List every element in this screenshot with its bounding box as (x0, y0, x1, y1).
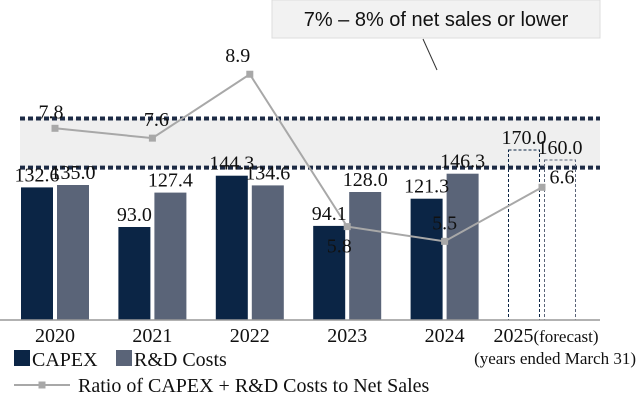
data-label-r-d-costs-2023: 128.0 (343, 169, 388, 191)
ratio-line (54, 72, 543, 243)
ratio-point-2023 (343, 223, 351, 231)
data-label-capex-2024: 121.3 (404, 176, 449, 198)
legend-label-ratio: Ratio of CAPEX + R&D Costs to Net Sales (78, 375, 430, 397)
target-band-label-box (271, 0, 601, 39)
legend-marker-ratio (38, 381, 46, 389)
fiscal-year-note: (years ended March 31) (474, 349, 636, 368)
data-label-r-d-costs-2021: 127.4 (148, 170, 193, 192)
bar-capex-2020 (21, 187, 53, 320)
ratio-label-2020: 7.8 (39, 101, 64, 123)
data-label-r-d-costs-2020: 135.0 (51, 162, 96, 184)
target-band-pointer (422, 38, 438, 71)
x-tick-2021: 2021 (132, 325, 172, 347)
data-label-r-d-costs-2022: 134.6 (245, 162, 290, 184)
bar-r-d-costs-2024 (446, 173, 479, 320)
data-label-r-d-costs-2025: 160.0 (538, 137, 583, 159)
data-label-capex-2025: 170.0 (502, 127, 547, 149)
x-tick-2023: 2023 (327, 325, 367, 347)
ratio-point-2021 (148, 134, 156, 142)
x-tick-2025: 2025(forecast) (493, 325, 598, 347)
data-label-r-d-costs-2024: 146.3 (440, 151, 485, 173)
bar-capex-2022 (215, 175, 248, 320)
bar-r-d-costs-2022 (251, 185, 284, 320)
bar-capex-2023 (313, 225, 346, 320)
bar-r-d-costs-2023 (349, 192, 382, 320)
ratio-point-2025 (538, 183, 546, 191)
bar-capex-2021 (118, 227, 151, 320)
x-axis-ticks: 2020 2021 2022 2023 2024 2025(forecast) (years… (35, 325, 636, 368)
x-tick-forecast-suffix: (forecast) (533, 327, 598, 346)
ratio-point-2024 (441, 237, 449, 245)
x-tick-year-2025: 2025 (493, 325, 533, 347)
legend-swatch-rd-costs (116, 350, 132, 366)
x-tick-2022: 2022 (230, 325, 270, 347)
target-band-fill (20, 118, 600, 168)
bar-r-d-costs-2021 (154, 192, 187, 320)
ratio-point-2020 (51, 124, 59, 132)
bar-capex-2025 (508, 149, 540, 321)
legend-label-capex: CAPEX (32, 349, 98, 371)
ratio-label-2025: 6.6 (550, 166, 575, 188)
legend: CAPEX R&D Costs Ratio of CAPEX + R&D Costs… (14, 349, 430, 397)
ratio-label-2022: 8.9 (225, 45, 250, 67)
ratio-line-series (51, 70, 546, 245)
data-label-capex-2020: 132.6 (15, 164, 60, 186)
bar-r-d-costs-2020 (57, 185, 89, 320)
target-band-label: 7% – 8% of net sales or lower (304, 9, 569, 31)
ratio-label-2023: 5.8 (327, 236, 352, 258)
x-tick-2024: 2024 (425, 325, 465, 347)
ratio-label-2024: 5.5 (432, 212, 457, 234)
data-label-capex-2022: 144.3 (209, 153, 254, 175)
bar-capex-2024 (410, 198, 443, 320)
ratio-label-2021: 7.6 (144, 109, 169, 131)
x-tick-2020: 2020 (35, 325, 75, 347)
legend-swatch-capex (14, 350, 30, 366)
legend-label-rd-costs: R&D Costs (134, 349, 227, 371)
ratio-point-2022 (246, 70, 254, 78)
data-label-capex-2021: 93.0 (117, 204, 152, 226)
data-label-capex-2023: 94.1 (312, 203, 347, 225)
bar-series (21, 149, 576, 321)
